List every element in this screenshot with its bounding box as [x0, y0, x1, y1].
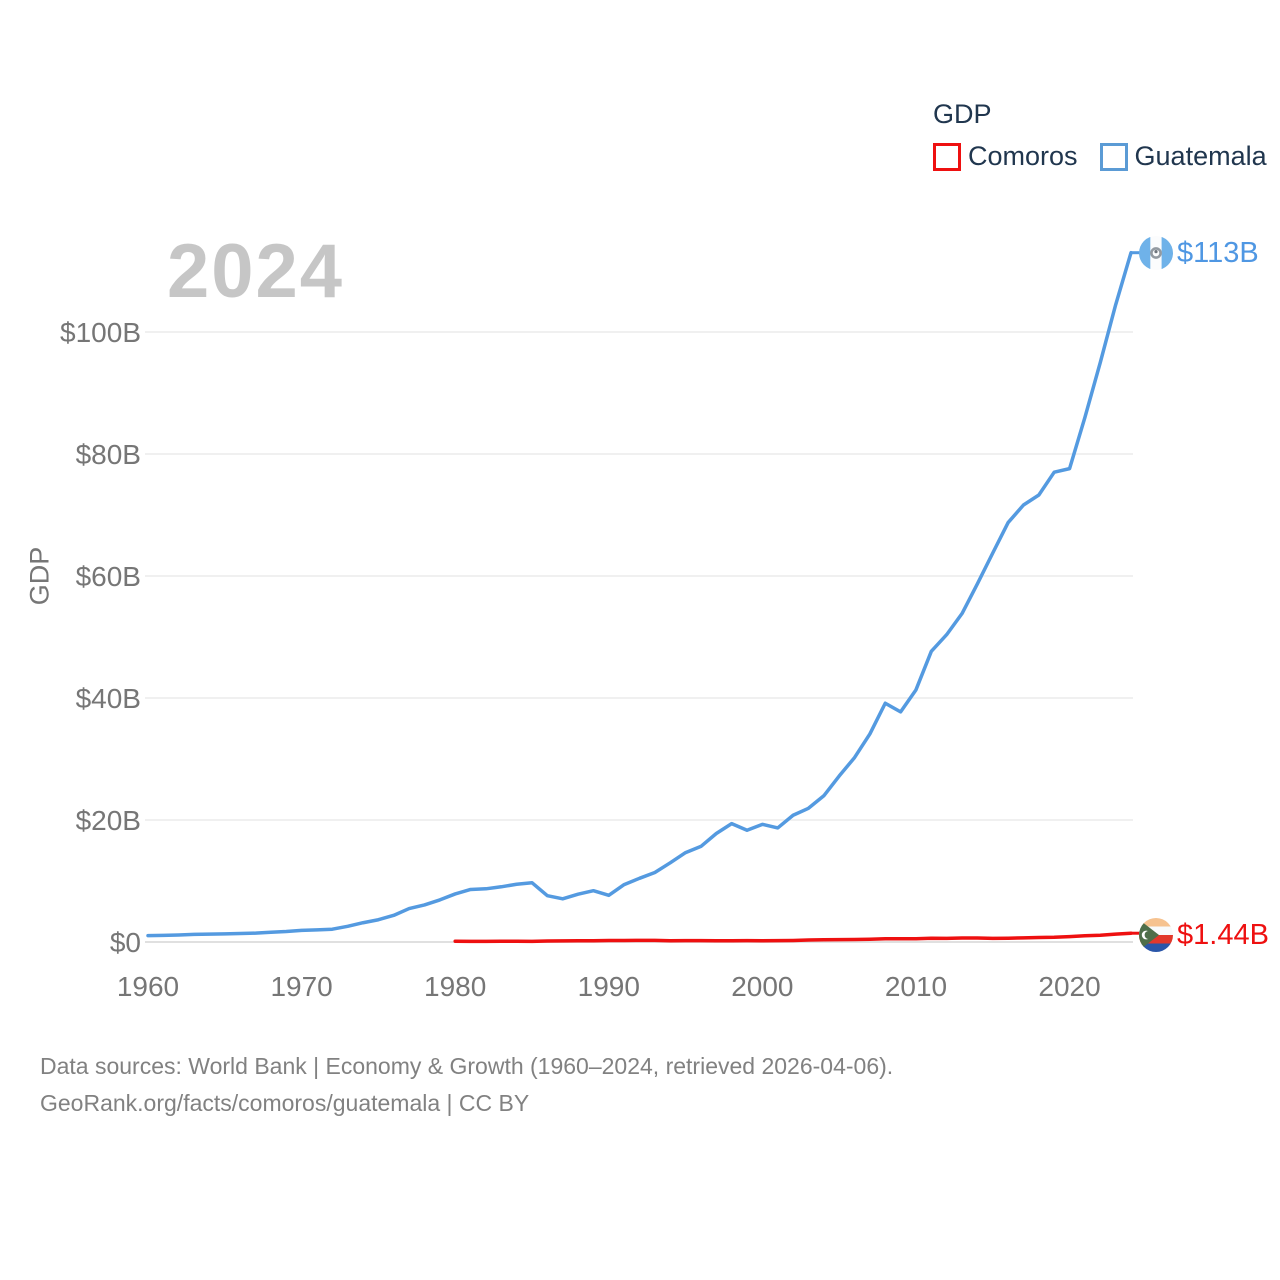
x-tick-label: 2010: [885, 971, 947, 1002]
comoros-end-value: $1.44B: [1177, 919, 1269, 951]
x-tick-label: 2000: [731, 971, 793, 1002]
y-tick-label: $60B: [76, 561, 141, 592]
x-tick-label: 1990: [578, 971, 640, 1002]
x-tick-label: 1970: [270, 971, 332, 1002]
legend: Comoros Guatemala: [933, 141, 1280, 172]
georank-url-line: GeoRank.org/facts/comoros/guatemala | CC…: [40, 1090, 530, 1116]
legend-label-guatemala: Guatemala: [1134, 141, 1267, 171]
guatemala-flag-icon: [1139, 236, 1173, 270]
x-tick-label: 1960: [117, 971, 179, 1002]
comoros-flag-icon: [1139, 918, 1173, 952]
legend-label-comoros: Comoros: [968, 141, 1078, 171]
legend-item-comoros[interactable]: Comoros: [933, 141, 1078, 172]
guatemala-end-value: $113B: [1177, 237, 1259, 269]
x-tick-label: 1980: [424, 971, 486, 1002]
y-axis-title: GDP: [24, 546, 55, 606]
source-attribution: Data sources: World Bank | Economy & Gro…: [40, 1048, 893, 1122]
data-sources-line: Data sources: World Bank | Economy & Gro…: [40, 1053, 894, 1079]
legend-item-guatemala[interactable]: Guatemala: [1099, 141, 1267, 172]
comoros-swatch-icon: [933, 142, 961, 171]
y-tick-label: $20B: [76, 805, 141, 836]
y-tick-label: $0: [110, 927, 141, 958]
y-tick-label: $40B: [76, 683, 141, 714]
y-tick-label: $100B: [60, 317, 141, 348]
comoros-line[interactable]: [453, 931, 1133, 944]
watermark-year: 2024: [167, 229, 345, 314]
x-tick-label: 2020: [1038, 971, 1100, 1002]
y-tick-label: $80B: [76, 439, 141, 470]
guatemala-swatch-icon: [1099, 142, 1128, 171]
guatemala-line[interactable]: [146, 250, 1133, 938]
legend-title: GDP: [933, 99, 992, 129]
